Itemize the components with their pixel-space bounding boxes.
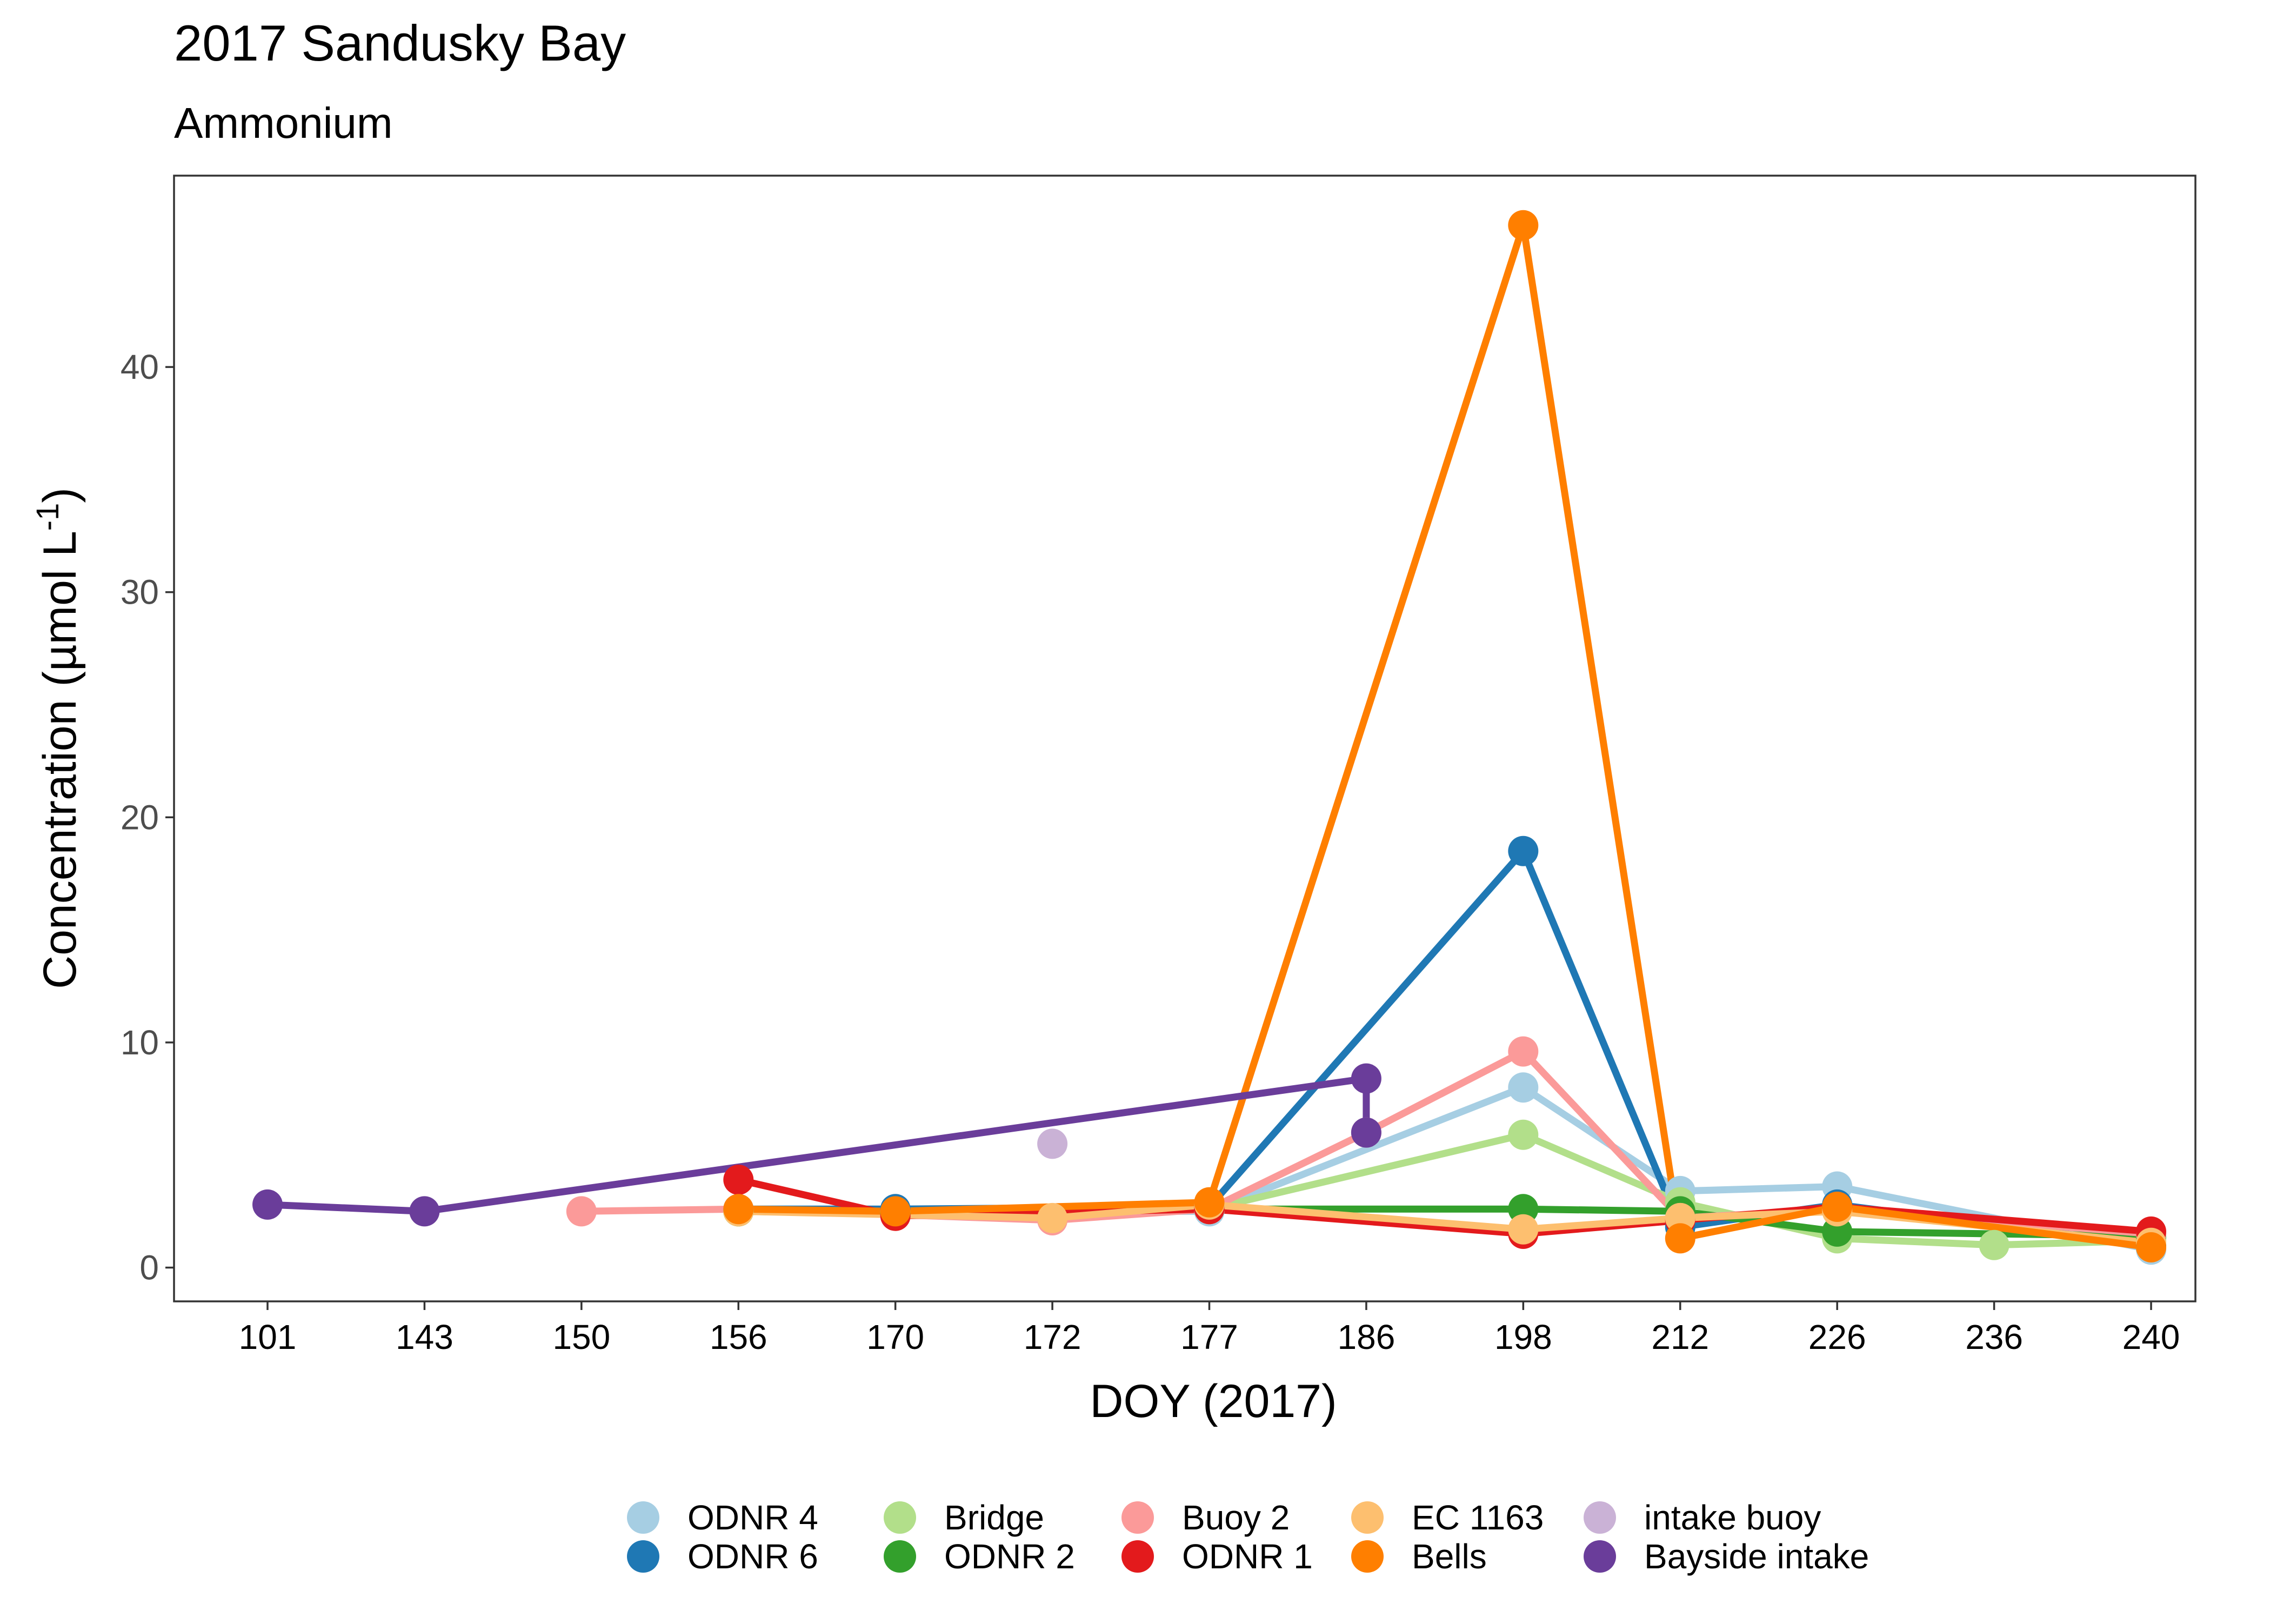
- y-axis-label: Concentration (µmol L-1): [30, 487, 86, 989]
- legend-label: ODNR 2: [944, 1537, 1075, 1576]
- data-point: [1508, 1214, 1539, 1245]
- legend-label: Bayside intake: [1644, 1537, 1869, 1576]
- data-point: [252, 1189, 283, 1220]
- x-tick-label: 156: [710, 1318, 767, 1356]
- y-tick-label: 0: [139, 1248, 159, 1287]
- x-tick-label: 172: [1024, 1318, 1081, 1356]
- data-point: [409, 1196, 440, 1227]
- legend-key: [1584, 1540, 1616, 1573]
- legend-key: [1584, 1501, 1616, 1534]
- chart-title: 2017 Sandusky Bay: [174, 15, 626, 71]
- y-axis: 0 10 20 30 40: [121, 347, 174, 1287]
- data-point: [1351, 1063, 1381, 1094]
- plot-panel: [173, 175, 2196, 1302]
- x-tick-label: 177: [1180, 1318, 1238, 1356]
- data-point: [1351, 1117, 1381, 1148]
- data-point: [1508, 210, 1539, 240]
- legend-label: Bridge: [944, 1498, 1044, 1537]
- data-point: [566, 1196, 597, 1227]
- x-axis: 101 143 150 156 170 172 177 186 198 212 226 236 240: [239, 1301, 2180, 1356]
- x-tick-label: 170: [866, 1318, 924, 1356]
- series-line: [267, 1075, 1370, 1215]
- x-tick-label: 150: [552, 1318, 610, 1356]
- legend-label: ODNR 6: [687, 1537, 818, 1576]
- chart-subtitle: Ammonium: [174, 99, 393, 147]
- x-axis-label: DOY (2017): [1090, 1375, 1337, 1427]
- y-axis-label-main: Concentration (µmol L: [34, 531, 86, 989]
- data-point: [723, 1194, 754, 1225]
- legend-label: ODNR 4: [687, 1498, 818, 1537]
- legend-label: ODNR 1: [1182, 1537, 1313, 1576]
- data-point: [1979, 1229, 2009, 1260]
- legend-label: Buoy 2: [1182, 1498, 1290, 1537]
- x-tick-label: 186: [1338, 1318, 1396, 1356]
- data-point: [723, 1165, 754, 1195]
- x-tick-label: 236: [1965, 1318, 2023, 1356]
- x-tick-label: 240: [2122, 1318, 2180, 1356]
- y-axis-label-superscript: -1: [30, 503, 65, 531]
- data-point: [1822, 1192, 1853, 1222]
- data-point: [1665, 1223, 1695, 1254]
- data-point: [880, 1196, 911, 1227]
- legend-label: intake buoy: [1644, 1498, 1821, 1537]
- y-axis-label-close: ): [34, 487, 86, 503]
- legend-key: [1351, 1501, 1384, 1534]
- legend-key: [627, 1501, 659, 1534]
- x-tick-label: 212: [1651, 1318, 1709, 1356]
- y-tick-label: 20: [121, 798, 159, 837]
- legend-key: [1351, 1540, 1384, 1573]
- x-tick-label: 101: [239, 1318, 297, 1356]
- data-point: [1508, 1072, 1539, 1103]
- data-point: [2136, 1232, 2166, 1262]
- legend-key: [1121, 1501, 1154, 1534]
- legend-key: [1121, 1540, 1154, 1573]
- legend-key: [627, 1540, 659, 1573]
- legend-key: [884, 1501, 916, 1534]
- legend-key: [884, 1540, 916, 1573]
- data-point: [1508, 1036, 1539, 1067]
- data-point: [1508, 1119, 1539, 1150]
- legend-label: Bells: [1412, 1537, 1487, 1576]
- series-points: [252, 210, 2166, 1265]
- x-tick-label: 226: [1808, 1318, 1866, 1356]
- y-tick-label: 10: [121, 1023, 159, 1062]
- series-layer: [252, 210, 2166, 1265]
- data-point: [1508, 836, 1539, 866]
- x-tick-label: 198: [1494, 1318, 1552, 1356]
- data-point: [1194, 1187, 1225, 1218]
- x-tick-label: 143: [396, 1318, 453, 1356]
- y-tick-label: 40: [121, 347, 159, 386]
- legend-label: EC 1163: [1412, 1498, 1544, 1537]
- data-point: [1037, 1128, 1068, 1159]
- data-point: [1037, 1202, 1068, 1233]
- y-tick-label: 30: [121, 573, 159, 612]
